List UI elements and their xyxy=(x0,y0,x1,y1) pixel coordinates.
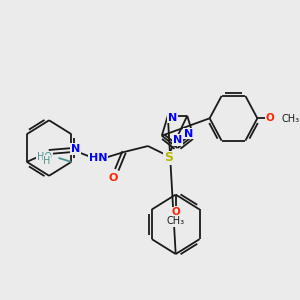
Text: N: N xyxy=(168,113,177,123)
Text: H: H xyxy=(43,156,51,166)
Text: O: O xyxy=(108,173,118,183)
Text: HO: HO xyxy=(37,152,52,162)
Text: S: S xyxy=(164,152,172,164)
Text: HN: HN xyxy=(89,153,108,163)
Text: CH₃: CH₃ xyxy=(281,114,299,124)
Text: CH₃: CH₃ xyxy=(167,216,185,226)
Text: O: O xyxy=(266,113,274,123)
Text: N: N xyxy=(184,129,193,139)
Text: N: N xyxy=(71,144,80,154)
Text: O: O xyxy=(171,207,180,218)
Text: N: N xyxy=(173,135,182,145)
